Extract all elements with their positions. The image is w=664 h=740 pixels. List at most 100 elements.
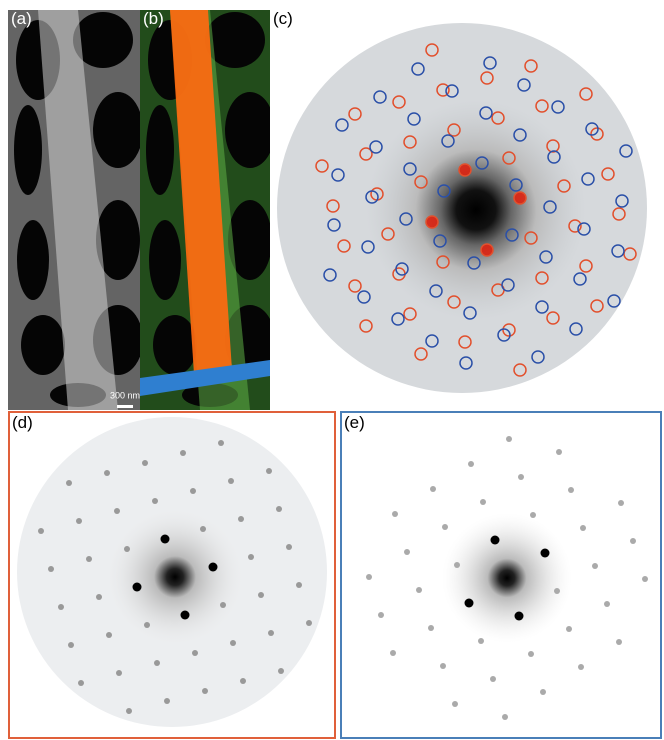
spot bbox=[404, 549, 410, 555]
spot bbox=[278, 668, 284, 674]
spot bbox=[366, 574, 372, 580]
spot bbox=[76, 518, 82, 524]
center-glow bbox=[366, 100, 586, 320]
spot bbox=[478, 638, 484, 644]
spot bbox=[266, 468, 272, 474]
spot bbox=[490, 676, 496, 682]
spot bbox=[642, 576, 648, 582]
spot bbox=[630, 538, 636, 544]
spot bbox=[440, 663, 446, 669]
hole bbox=[225, 92, 275, 168]
spot bbox=[592, 563, 598, 569]
spot bbox=[430, 486, 436, 492]
spot bbox=[528, 651, 534, 657]
spot bbox=[104, 470, 110, 476]
spot bbox=[200, 526, 206, 532]
spot bbox=[202, 688, 208, 694]
spot bbox=[48, 566, 54, 572]
spot bbox=[515, 612, 524, 621]
spot bbox=[96, 594, 102, 600]
red-ring bbox=[514, 192, 526, 204]
spot bbox=[58, 604, 64, 610]
spot bbox=[230, 640, 236, 646]
spot bbox=[66, 480, 72, 486]
hole bbox=[17, 220, 49, 300]
spot bbox=[491, 536, 500, 545]
red-ring bbox=[426, 216, 438, 228]
spot bbox=[154, 660, 160, 666]
spot bbox=[518, 474, 524, 480]
spot bbox=[68, 642, 74, 648]
spot bbox=[86, 556, 92, 562]
hole bbox=[14, 105, 42, 195]
hole bbox=[153, 315, 197, 375]
spot bbox=[209, 563, 218, 572]
spot bbox=[142, 460, 148, 466]
hole bbox=[21, 315, 65, 375]
micrograph bbox=[8, 10, 143, 410]
hole bbox=[146, 105, 174, 195]
spot bbox=[580, 525, 586, 531]
spot bbox=[144, 622, 150, 628]
spot bbox=[180, 450, 186, 456]
spot bbox=[506, 436, 512, 442]
spot bbox=[428, 625, 434, 631]
spot bbox=[502, 714, 508, 720]
spot bbox=[296, 582, 302, 588]
panel-label: (a) bbox=[11, 9, 32, 28]
spot bbox=[268, 630, 274, 636]
spot bbox=[480, 499, 486, 505]
spot bbox=[286, 544, 292, 550]
panel-label: (c) bbox=[273, 9, 293, 28]
spot bbox=[554, 588, 560, 594]
spot bbox=[468, 461, 474, 467]
spot bbox=[114, 508, 120, 514]
spot bbox=[392, 511, 398, 517]
spot bbox=[238, 516, 244, 522]
spot bbox=[442, 524, 448, 530]
spot bbox=[164, 698, 170, 704]
scale-bar bbox=[117, 405, 133, 408]
spot bbox=[258, 592, 264, 598]
center-glow bbox=[105, 507, 245, 647]
spot bbox=[124, 546, 130, 552]
spot bbox=[116, 670, 122, 676]
spot bbox=[378, 612, 384, 618]
center-glow bbox=[442, 513, 572, 643]
panel-label: (d) bbox=[12, 413, 33, 432]
spot bbox=[306, 620, 312, 626]
spot bbox=[452, 701, 458, 707]
spot bbox=[578, 664, 584, 670]
spot bbox=[530, 512, 536, 518]
spot bbox=[568, 487, 574, 493]
spot bbox=[540, 689, 546, 695]
spot bbox=[161, 535, 170, 544]
spot bbox=[465, 599, 474, 608]
spot bbox=[192, 650, 198, 656]
red-ring bbox=[481, 244, 493, 256]
spot bbox=[566, 626, 572, 632]
red-ring bbox=[459, 164, 471, 176]
hole bbox=[149, 220, 181, 300]
spot bbox=[618, 500, 624, 506]
spot bbox=[133, 583, 142, 592]
hole bbox=[93, 92, 143, 168]
spot bbox=[604, 601, 610, 607]
spot bbox=[126, 708, 132, 714]
spot bbox=[390, 650, 396, 656]
panel-label: (b) bbox=[143, 9, 164, 28]
spot bbox=[416, 587, 422, 593]
spot bbox=[276, 506, 282, 512]
spot bbox=[218, 440, 224, 446]
spot bbox=[220, 602, 226, 608]
spot bbox=[152, 498, 158, 504]
spot bbox=[190, 488, 196, 494]
spot bbox=[240, 678, 246, 684]
spot bbox=[454, 562, 460, 568]
spot bbox=[228, 478, 234, 484]
figure: (a) (b) (c) (d) (e) 300 nm bbox=[0, 0, 664, 740]
spot bbox=[556, 449, 562, 455]
panel-label: (e) bbox=[344, 413, 365, 432]
spot bbox=[181, 611, 190, 620]
spot bbox=[248, 554, 254, 560]
